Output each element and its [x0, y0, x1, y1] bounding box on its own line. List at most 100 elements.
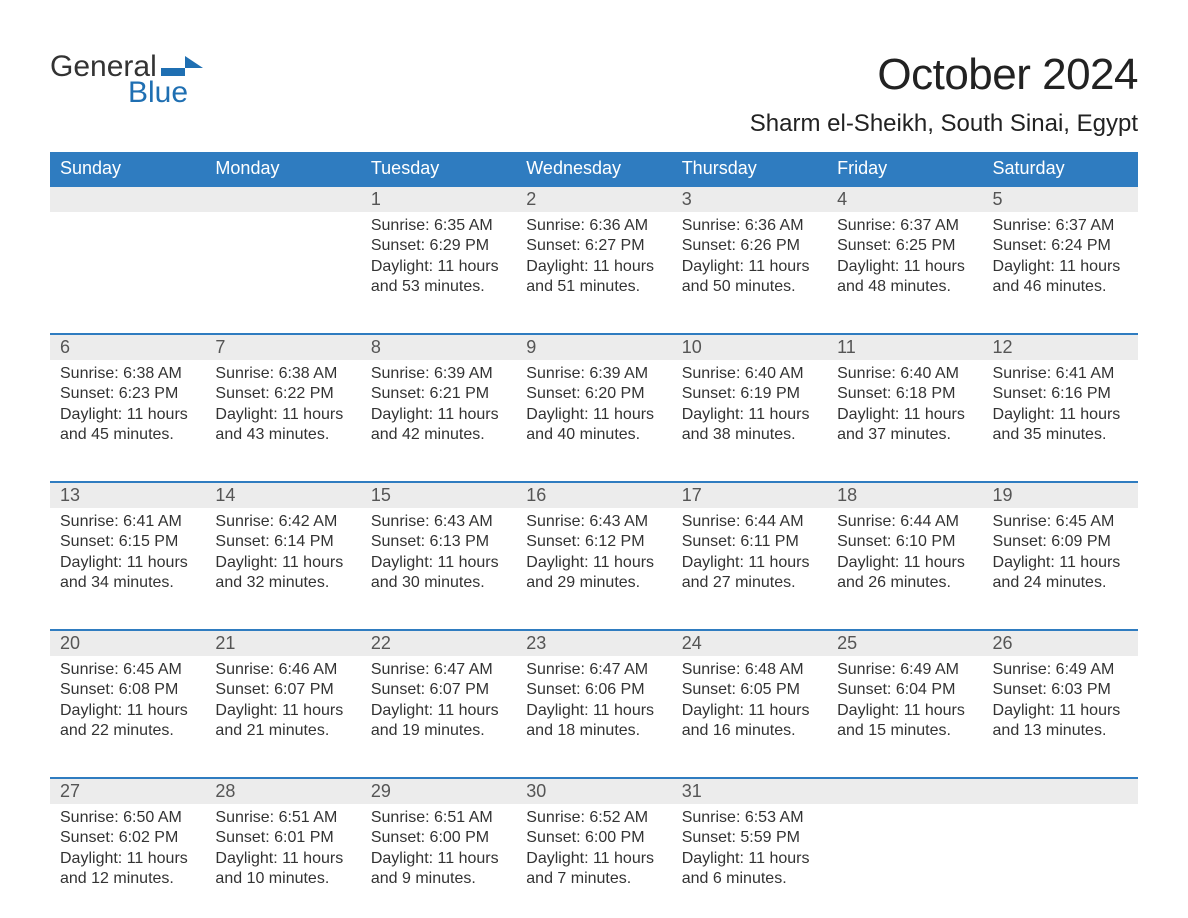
day-sunset: Sunset: 5:59 PM	[682, 828, 817, 848]
day-body: Sunrise: 6:44 AMSunset: 6:11 PMDaylight:…	[672, 508, 827, 600]
week-row: 6Sunrise: 6:38 AMSunset: 6:23 PMDaylight…	[50, 333, 1138, 463]
day-cell: 5Sunrise: 6:37 AMSunset: 6:24 PMDaylight…	[983, 187, 1138, 315]
day-number: 3	[672, 187, 827, 212]
day-daylight: Daylight: 11 hours and 45 minutes.	[60, 405, 195, 446]
day-cell: 14Sunrise: 6:42 AMSunset: 6:14 PMDayligh…	[205, 483, 360, 611]
week-row: 1Sunrise: 6:35 AMSunset: 6:29 PMDaylight…	[50, 185, 1138, 315]
day-sunset: Sunset: 6:25 PM	[837, 236, 972, 256]
day-sunset: Sunset: 6:24 PM	[993, 236, 1128, 256]
day-sunrise: Sunrise: 6:50 AM	[60, 808, 195, 828]
day-daylight: Daylight: 11 hours and 16 minutes.	[682, 701, 817, 742]
day-sunrise: Sunrise: 6:40 AM	[682, 364, 817, 384]
day-cell: 6Sunrise: 6:38 AMSunset: 6:23 PMDaylight…	[50, 335, 205, 463]
day-sunrise: Sunrise: 6:35 AM	[371, 216, 506, 236]
day-number	[827, 779, 982, 804]
brand-logo: General Blue	[50, 50, 203, 110]
day-cell: 19Sunrise: 6:45 AMSunset: 6:09 PMDayligh…	[983, 483, 1138, 611]
day-body: Sunrise: 6:45 AMSunset: 6:08 PMDaylight:…	[50, 656, 205, 748]
day-daylight: Daylight: 11 hours and 22 minutes.	[60, 701, 195, 742]
day-cell: 1Sunrise: 6:35 AMSunset: 6:29 PMDaylight…	[361, 187, 516, 315]
day-number: 2	[516, 187, 671, 212]
day-daylight: Daylight: 11 hours and 24 minutes.	[993, 553, 1128, 594]
day-sunset: Sunset: 6:20 PM	[526, 384, 661, 404]
day-number: 17	[672, 483, 827, 508]
day-cell	[205, 187, 360, 315]
day-body: Sunrise: 6:49 AMSunset: 6:03 PMDaylight:…	[983, 656, 1138, 748]
day-daylight: Daylight: 11 hours and 29 minutes.	[526, 553, 661, 594]
day-sunrise: Sunrise: 6:53 AM	[682, 808, 817, 828]
day-body: Sunrise: 6:36 AMSunset: 6:27 PMDaylight:…	[516, 212, 671, 304]
weekday-header-cell: Friday	[827, 152, 982, 185]
day-daylight: Daylight: 11 hours and 19 minutes.	[371, 701, 506, 742]
day-sunset: Sunset: 6:03 PM	[993, 680, 1128, 700]
day-body: Sunrise: 6:40 AMSunset: 6:18 PMDaylight:…	[827, 360, 982, 452]
weekday-header-row: SundayMondayTuesdayWednesdayThursdayFrid…	[50, 152, 1138, 185]
day-sunrise: Sunrise: 6:47 AM	[371, 660, 506, 680]
day-number: 19	[983, 483, 1138, 508]
day-body: Sunrise: 6:41 AMSunset: 6:15 PMDaylight:…	[50, 508, 205, 600]
day-daylight: Daylight: 11 hours and 18 minutes.	[526, 701, 661, 742]
day-sunrise: Sunrise: 6:46 AM	[215, 660, 350, 680]
day-daylight: Daylight: 11 hours and 7 minutes.	[526, 849, 661, 890]
day-sunset: Sunset: 6:15 PM	[60, 532, 195, 552]
day-body: Sunrise: 6:48 AMSunset: 6:05 PMDaylight:…	[672, 656, 827, 748]
day-body: Sunrise: 6:47 AMSunset: 6:07 PMDaylight:…	[361, 656, 516, 748]
day-sunrise: Sunrise: 6:51 AM	[215, 808, 350, 828]
day-body: Sunrise: 6:37 AMSunset: 6:24 PMDaylight:…	[983, 212, 1138, 304]
day-cell: 22Sunrise: 6:47 AMSunset: 6:07 PMDayligh…	[361, 631, 516, 759]
day-sunrise: Sunrise: 6:41 AM	[993, 364, 1128, 384]
day-cell: 7Sunrise: 6:38 AMSunset: 6:22 PMDaylight…	[205, 335, 360, 463]
day-daylight: Daylight: 11 hours and 53 minutes.	[371, 257, 506, 298]
day-sunset: Sunset: 6:16 PM	[993, 384, 1128, 404]
day-body: Sunrise: 6:37 AMSunset: 6:25 PMDaylight:…	[827, 212, 982, 304]
month-title: October 2024	[750, 50, 1138, 100]
page-header: General Blue October 2024 Sharm el-Sheik…	[50, 50, 1138, 138]
day-cell: 11Sunrise: 6:40 AMSunset: 6:18 PMDayligh…	[827, 335, 982, 463]
day-number: 18	[827, 483, 982, 508]
day-number: 21	[205, 631, 360, 656]
day-sunrise: Sunrise: 6:36 AM	[526, 216, 661, 236]
day-body: Sunrise: 6:49 AMSunset: 6:04 PMDaylight:…	[827, 656, 982, 748]
day-number: 4	[827, 187, 982, 212]
day-body: Sunrise: 6:35 AMSunset: 6:29 PMDaylight:…	[361, 212, 516, 304]
day-daylight: Daylight: 11 hours and 30 minutes.	[371, 553, 506, 594]
day-sunrise: Sunrise: 6:51 AM	[371, 808, 506, 828]
day-number: 24	[672, 631, 827, 656]
day-sunrise: Sunrise: 6:44 AM	[682, 512, 817, 532]
day-number: 5	[983, 187, 1138, 212]
day-sunset: Sunset: 6:01 PM	[215, 828, 350, 848]
week-row: 20Sunrise: 6:45 AMSunset: 6:08 PMDayligh…	[50, 629, 1138, 759]
week-row: 13Sunrise: 6:41 AMSunset: 6:15 PMDayligh…	[50, 481, 1138, 611]
day-daylight: Daylight: 11 hours and 6 minutes.	[682, 849, 817, 890]
weekday-header-cell: Tuesday	[361, 152, 516, 185]
day-sunrise: Sunrise: 6:52 AM	[526, 808, 661, 828]
day-body: Sunrise: 6:43 AMSunset: 6:12 PMDaylight:…	[516, 508, 671, 600]
day-body: Sunrise: 6:44 AMSunset: 6:10 PMDaylight:…	[827, 508, 982, 600]
day-sunrise: Sunrise: 6:48 AM	[682, 660, 817, 680]
day-daylight: Daylight: 11 hours and 37 minutes.	[837, 405, 972, 446]
day-number: 8	[361, 335, 516, 360]
day-cell: 23Sunrise: 6:47 AMSunset: 6:06 PMDayligh…	[516, 631, 671, 759]
day-body: Sunrise: 6:51 AMSunset: 6:00 PMDaylight:…	[361, 804, 516, 896]
day-cell: 4Sunrise: 6:37 AMSunset: 6:25 PMDaylight…	[827, 187, 982, 315]
day-cell: 25Sunrise: 6:49 AMSunset: 6:04 PMDayligh…	[827, 631, 982, 759]
day-sunset: Sunset: 6:06 PM	[526, 680, 661, 700]
day-sunrise: Sunrise: 6:43 AM	[371, 512, 506, 532]
day-sunset: Sunset: 6:07 PM	[371, 680, 506, 700]
day-cell: 27Sunrise: 6:50 AMSunset: 6:02 PMDayligh…	[50, 779, 205, 907]
day-cell: 26Sunrise: 6:49 AMSunset: 6:03 PMDayligh…	[983, 631, 1138, 759]
calendar-grid: SundayMondayTuesdayWednesdayThursdayFrid…	[50, 152, 1138, 907]
day-daylight: Daylight: 11 hours and 10 minutes.	[215, 849, 350, 890]
day-number: 14	[205, 483, 360, 508]
day-number: 30	[516, 779, 671, 804]
location-subtitle: Sharm el-Sheikh, South Sinai, Egypt	[750, 110, 1138, 138]
day-number: 10	[672, 335, 827, 360]
day-sunset: Sunset: 6:13 PM	[371, 532, 506, 552]
day-sunset: Sunset: 6:11 PM	[682, 532, 817, 552]
day-daylight: Daylight: 11 hours and 34 minutes.	[60, 553, 195, 594]
day-number: 28	[205, 779, 360, 804]
day-cell: 2Sunrise: 6:36 AMSunset: 6:27 PMDaylight…	[516, 187, 671, 315]
brand-word2: Blue	[128, 76, 188, 110]
day-sunrise: Sunrise: 6:47 AM	[526, 660, 661, 680]
weekday-header-cell: Sunday	[50, 152, 205, 185]
